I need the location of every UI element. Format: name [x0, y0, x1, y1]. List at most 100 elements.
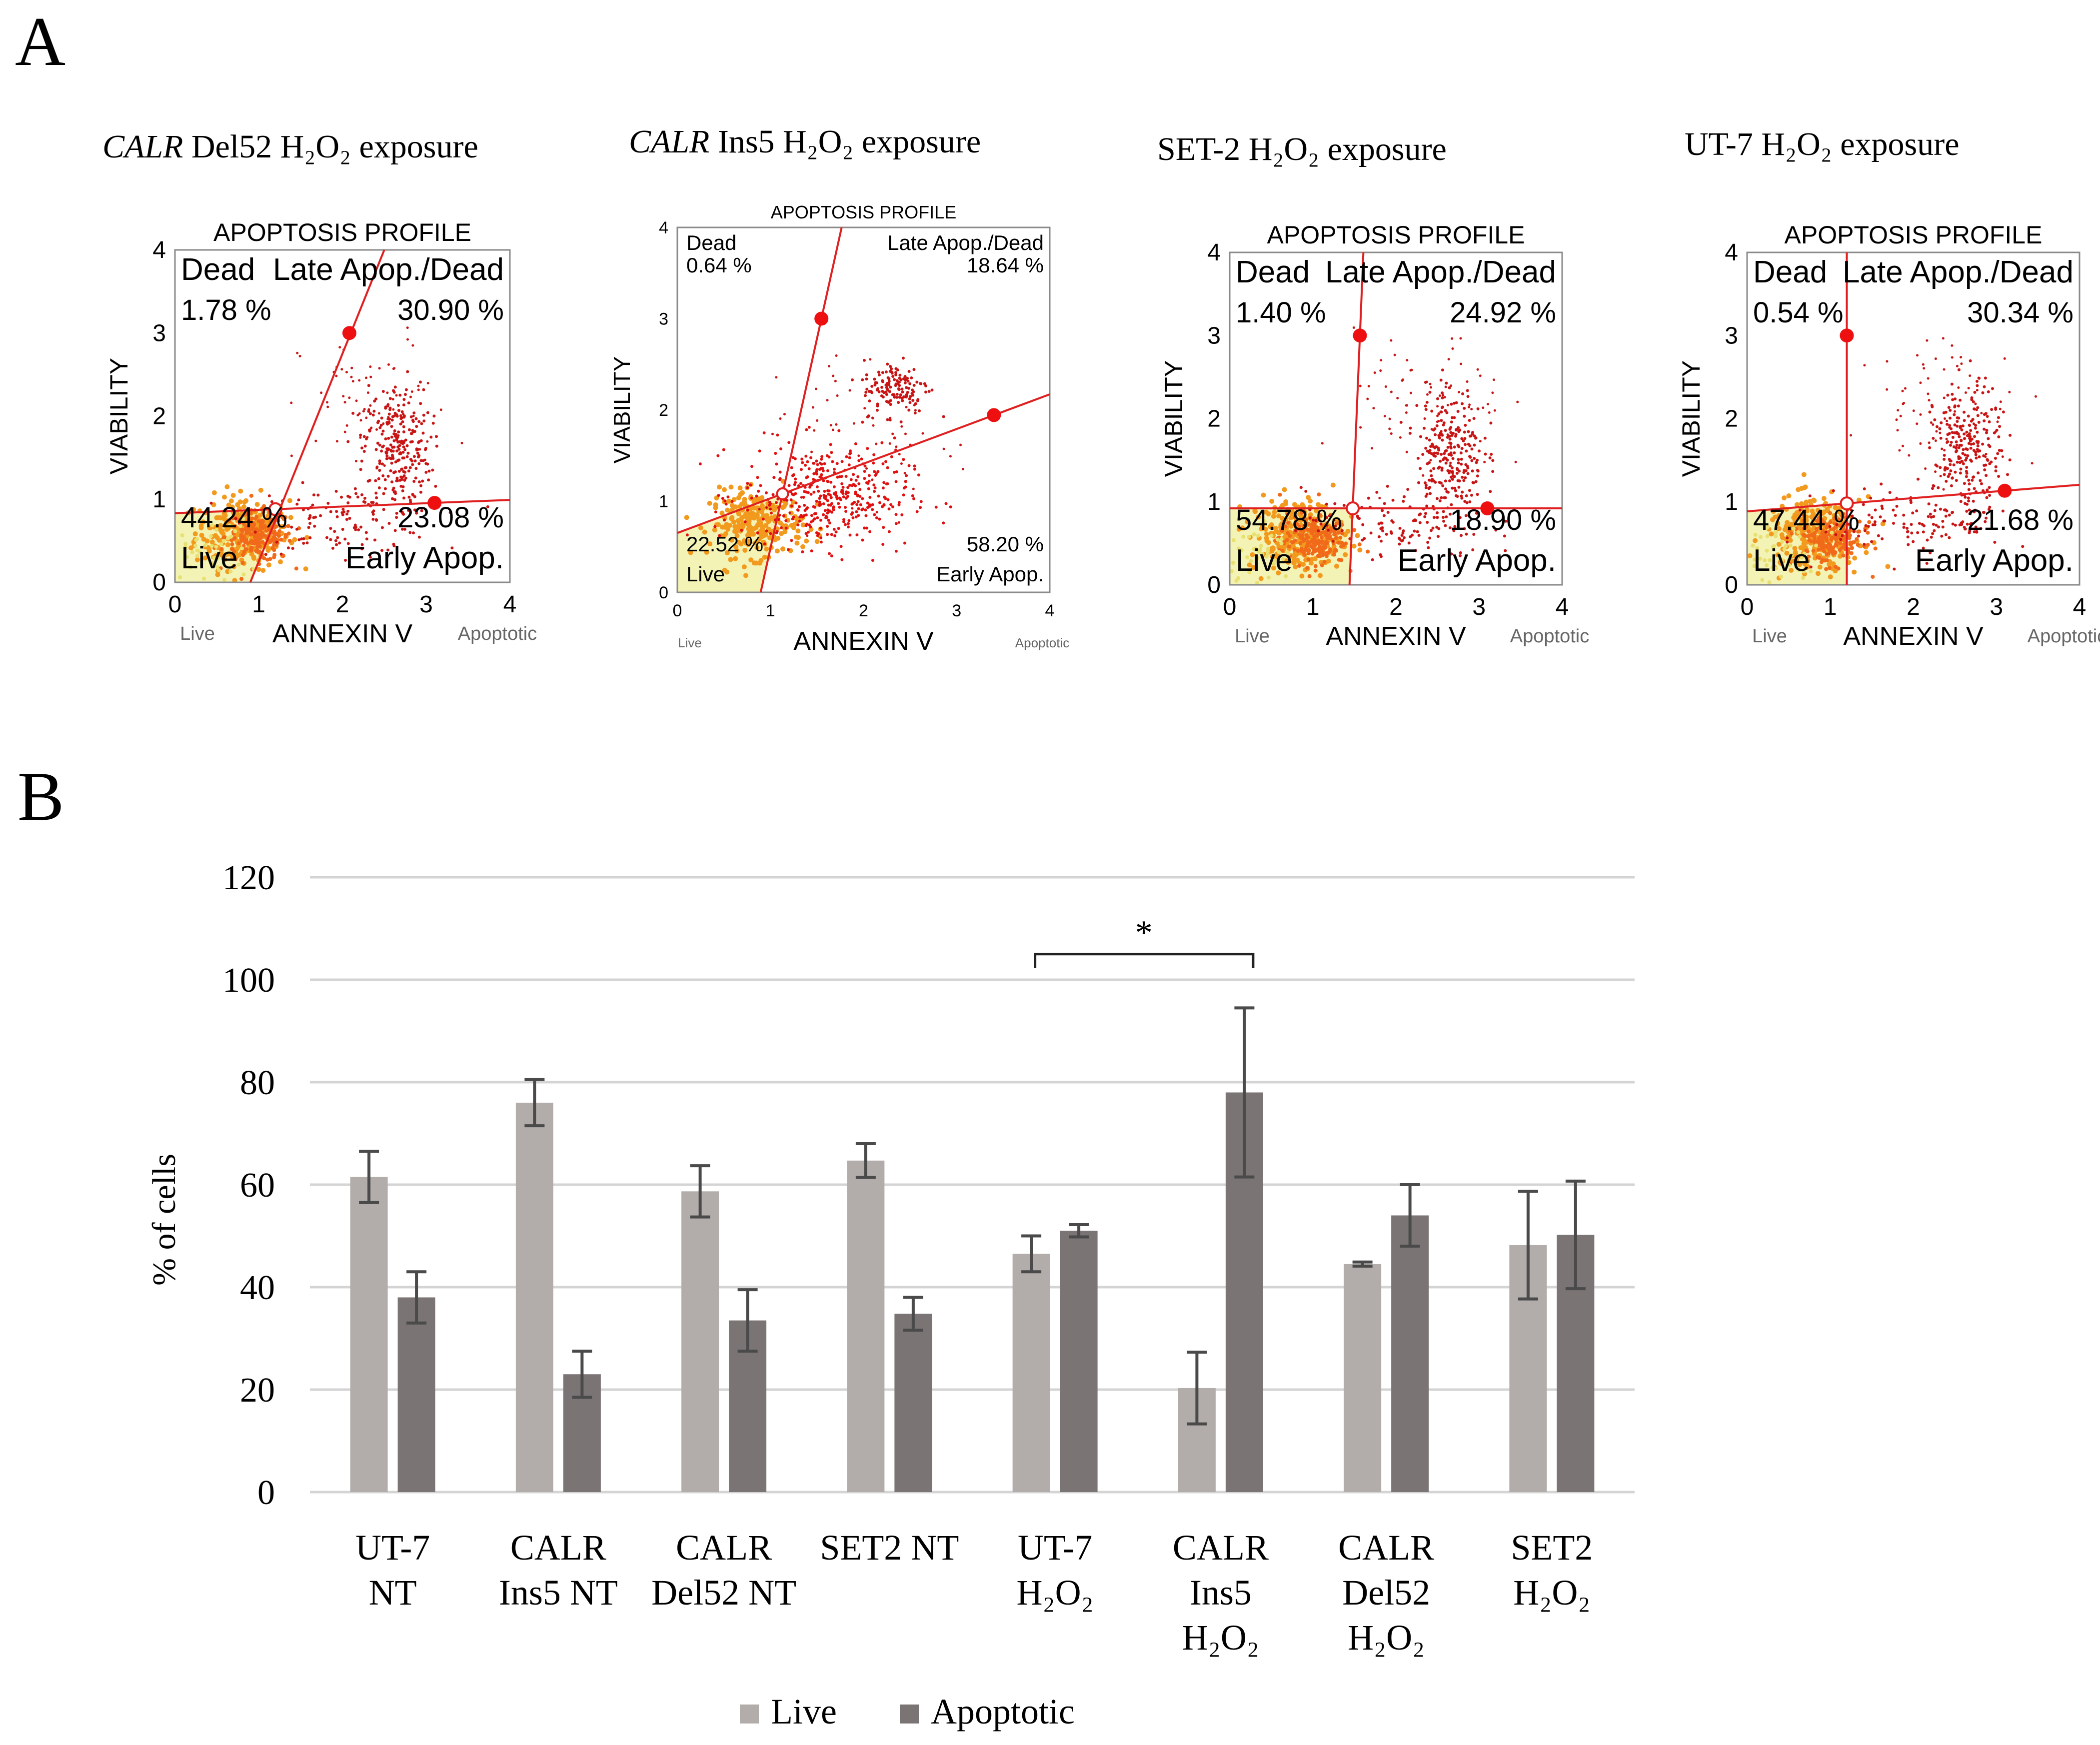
scatter-point: [374, 518, 378, 521]
x-axis-label: ANNEXIN V: [1843, 622, 1984, 651]
y-tick-label: 60: [240, 1166, 275, 1205]
scatter-point: [326, 501, 330, 505]
scatter-point: [819, 503, 822, 506]
scatter-point: [360, 547, 364, 551]
scatter-point: [1256, 514, 1261, 520]
scatter-point: [1429, 459, 1432, 462]
scatter-point: [801, 461, 804, 464]
scatter-point: [881, 505, 884, 508]
scatter-point: [190, 550, 194, 554]
scatter-point: [742, 513, 748, 518]
scatter-point: [348, 517, 351, 520]
scatter-point: [399, 523, 402, 527]
plot-title: CALR Ins5 H₂O₂ exposure: [629, 123, 981, 160]
scatter-point: [804, 538, 809, 544]
scatter-point: [1290, 540, 1294, 544]
scatter-point: [826, 524, 829, 528]
scatter-point: [842, 495, 845, 498]
scatter-point: [1308, 540, 1313, 544]
scatter-point: [864, 508, 867, 512]
scatter-point: [1231, 560, 1235, 565]
scatter-point: [265, 557, 269, 562]
scatter-point: [1461, 475, 1464, 479]
scatter-point: [1385, 532, 1388, 536]
scatter-point: [393, 429, 396, 432]
scatter-point: [312, 493, 315, 497]
scatter-point: [1472, 417, 1476, 420]
x-tick-label: CALR: [1338, 1528, 1434, 1568]
scatter-point: [793, 457, 797, 460]
scatter-point: [1442, 421, 1446, 424]
scatter-point: [408, 466, 412, 469]
scatter-point: [1359, 384, 1362, 387]
scatter-point: [359, 419, 362, 422]
scatter-point: [1850, 434, 1853, 437]
scatter-point: [778, 470, 782, 474]
scatter-point: [1912, 540, 1915, 543]
scatter-point: [188, 565, 193, 570]
scatter-point: [353, 523, 357, 527]
scatter-point: [1454, 434, 1457, 438]
gate-center-handle: [268, 502, 282, 516]
scatter-point: [1367, 496, 1370, 500]
scatter-point: [367, 408, 370, 411]
scatter-point: [411, 420, 415, 423]
scatter-point: [1423, 515, 1427, 518]
scatter-point: [854, 492, 857, 495]
scatter-point: [340, 495, 343, 499]
scatter-point: [232, 536, 237, 540]
scatter-point: [889, 385, 892, 389]
scatter-point: [1929, 512, 1932, 516]
scatter-point: [1451, 337, 1454, 340]
scatter-point: [908, 397, 911, 400]
scatter-point: [405, 455, 409, 458]
scatter-point: [1442, 394, 1445, 397]
scatter-point: [769, 511, 773, 515]
scatter-point: [1964, 495, 1967, 499]
scatter-point: [775, 530, 779, 533]
scatter-point: [1985, 496, 1989, 499]
scatter-point: [884, 460, 887, 463]
scatter-point: [1444, 461, 1448, 465]
scatter-point: [308, 522, 312, 525]
scatter-point: [888, 390, 891, 393]
scatter-point: [1801, 472, 1807, 477]
scatter-point: [906, 390, 909, 394]
scatter-point: [868, 504, 872, 508]
scatter-point: [1464, 469, 1468, 472]
scatter-point: [785, 498, 789, 502]
plot-title-gene: CALR: [102, 128, 183, 165]
scatter-point: [227, 523, 231, 528]
scatter-point: [810, 450, 813, 453]
scatter-point: [375, 467, 378, 470]
scatter-point: [422, 388, 425, 391]
scatter-point: [376, 441, 379, 445]
scatter-point: [810, 549, 813, 553]
scatter-point: [849, 451, 852, 455]
scatter-point: [418, 448, 421, 451]
scatter-point: [917, 473, 920, 477]
scatter-point: [1842, 538, 1847, 543]
scatter-point: [702, 529, 707, 535]
y-axis-label: VIABILITY: [609, 356, 635, 464]
scatter-point: [390, 435, 393, 439]
scatter-point: [1812, 498, 1817, 503]
scatter-point: [912, 497, 915, 500]
scatter-point: [261, 510, 265, 514]
scatter-point: [892, 393, 896, 397]
scatter-point: [397, 469, 401, 473]
scatter-point: [876, 470, 880, 473]
scatter-point: [1468, 444, 1472, 447]
scatter-point: [905, 474, 908, 477]
scatter-point: [1994, 469, 1998, 473]
scatter-point: [1760, 578, 1765, 582]
scatter-point: [1969, 374, 1972, 377]
scatter-point: [802, 495, 805, 499]
scatter-point: [178, 575, 182, 579]
scatter-point: [894, 371, 898, 374]
y-tick-label: 0: [659, 583, 668, 602]
scatter-point: [915, 510, 919, 513]
scatter-point: [898, 376, 901, 380]
